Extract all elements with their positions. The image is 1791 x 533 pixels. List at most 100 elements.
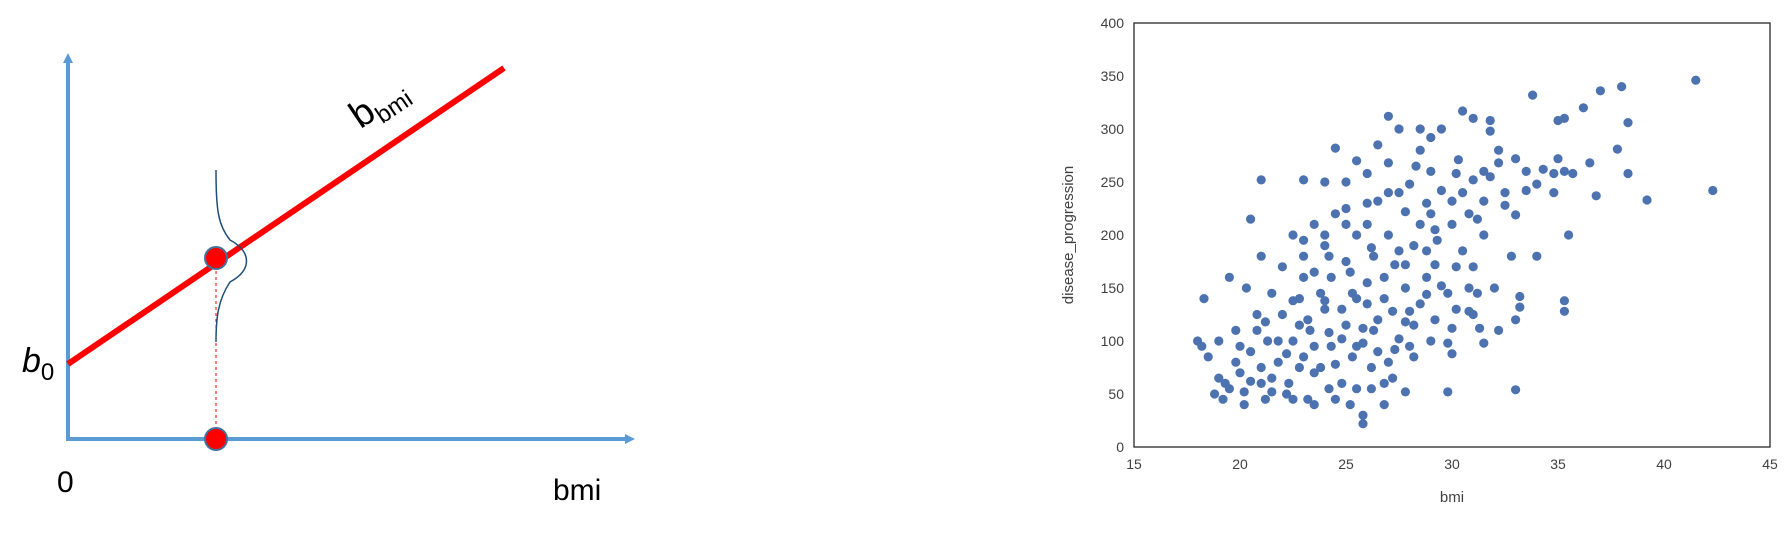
scatter-point	[1553, 154, 1563, 164]
scatter-point	[1341, 219, 1351, 229]
scatter-point	[1568, 168, 1578, 179]
scatter-point	[1324, 251, 1334, 261]
scatter-point	[1316, 288, 1326, 298]
scatter-point	[1515, 302, 1525, 312]
scatter-point	[1231, 357, 1241, 367]
scatter-point	[1400, 387, 1410, 397]
scatter-point	[1472, 214, 1482, 224]
scatter-point	[1532, 251, 1542, 261]
y-tick-labels: 0 50 100 150 200 250 300 350 400	[1101, 15, 1125, 455]
x-axis-point	[204, 427, 228, 451]
scatter-point	[1443, 288, 1453, 298]
x-tick-label: 30	[1444, 456, 1460, 472]
scatter-point	[1578, 103, 1588, 113]
normal-distribution-curve	[215, 169, 248, 343]
scatter-point	[1231, 325, 1241, 335]
y-tick-label: 0	[1116, 439, 1124, 455]
scatter-point	[1379, 294, 1389, 304]
scatter-point	[1430, 225, 1440, 235]
scatter-point	[1708, 185, 1718, 196]
scatter-point	[1432, 235, 1442, 245]
scatter-point	[1256, 362, 1266, 373]
scatter-point	[1352, 156, 1362, 166]
scatter-point	[1241, 283, 1251, 293]
scatter-point	[1409, 241, 1419, 251]
scatter-point	[1352, 294, 1362, 304]
x-tick-label: 45	[1762, 456, 1778, 472]
y-tick-label: 50	[1108, 386, 1124, 402]
scatter-point	[1330, 359, 1340, 369]
scatter-point	[1559, 306, 1569, 316]
scatter-point	[1405, 306, 1415, 316]
scatter-point	[1366, 384, 1376, 394]
y-tick-label: 300	[1101, 121, 1125, 137]
scatter-point	[1352, 230, 1362, 240]
scatter-point	[1521, 185, 1531, 196]
scatter-point	[1500, 200, 1510, 210]
scatter-point	[1288, 230, 1298, 240]
scatter-point	[1303, 394, 1313, 404]
scatter-point	[1337, 304, 1347, 314]
scatter-point	[1468, 113, 1478, 123]
scatter-point	[1263, 336, 1273, 346]
scatter-point	[1479, 338, 1489, 348]
diagram-x-axis-label: bmi	[553, 474, 601, 507]
scatter-point	[1400, 317, 1410, 327]
scatter-point	[1458, 188, 1468, 198]
y-tick-label: 250	[1101, 174, 1125, 190]
scatter-point	[1538, 164, 1548, 174]
scatter-point	[1299, 251, 1309, 261]
scatter-point	[1511, 385, 1521, 395]
scatter-point	[1400, 260, 1410, 270]
scatter-point	[1415, 299, 1425, 309]
scatter-point	[1358, 323, 1368, 333]
scatter-point	[1203, 352, 1213, 362]
scatter-point	[1239, 387, 1249, 397]
regression-diagram: b0 bbmi 0 bmi	[22, 53, 635, 507]
scatter-point	[1288, 296, 1298, 306]
scatter-point	[1197, 341, 1207, 351]
scatter-point	[1218, 394, 1228, 404]
scatter-point	[1383, 158, 1393, 168]
scatter-point	[1595, 86, 1605, 96]
scatter-point	[1316, 362, 1326, 373]
scatter-point	[1330, 209, 1340, 219]
predicted-point	[204, 246, 228, 270]
scatter-point	[1426, 209, 1436, 219]
scatter-point	[1390, 260, 1400, 270]
scatter-point	[1494, 325, 1504, 335]
scatter-point	[1623, 118, 1633, 128]
scatter-point	[1383, 188, 1393, 198]
scatter-point	[1214, 336, 1224, 346]
scatter-point	[1426, 166, 1436, 176]
scatter-point	[1294, 320, 1304, 330]
scatter-point	[1288, 394, 1298, 404]
scatter-point	[1320, 230, 1330, 240]
scatter-point	[1373, 196, 1383, 206]
scatter-point	[1485, 126, 1495, 136]
scatter-point	[1458, 246, 1468, 256]
scatter-point	[1299, 352, 1309, 362]
scatter-point	[1362, 198, 1372, 208]
scatter-point	[1451, 262, 1461, 272]
scatter-point	[1309, 219, 1319, 229]
scatter-point	[1267, 288, 1277, 298]
scatter-point	[1511, 210, 1521, 220]
scatter-point	[1447, 323, 1457, 333]
scatter-point	[1214, 373, 1224, 383]
x-tick-labels: 15 20 25 30 35 40 45	[1126, 456, 1778, 472]
scatter-point	[1528, 90, 1538, 100]
scatter-point	[1451, 168, 1461, 179]
scatter-point	[1294, 362, 1304, 373]
scatter-point	[1617, 82, 1627, 92]
scatter-point	[1362, 278, 1372, 288]
origin-label: 0	[57, 466, 74, 499]
scatter-point	[1532, 179, 1542, 189]
scatter-point	[1256, 175, 1266, 185]
scatter-point	[1409, 352, 1419, 362]
scatter-point	[1330, 143, 1340, 153]
scatter-point	[1415, 124, 1425, 134]
scatter-point	[1394, 246, 1404, 256]
scatter-point	[1299, 175, 1309, 185]
scatter-point	[1443, 387, 1453, 397]
